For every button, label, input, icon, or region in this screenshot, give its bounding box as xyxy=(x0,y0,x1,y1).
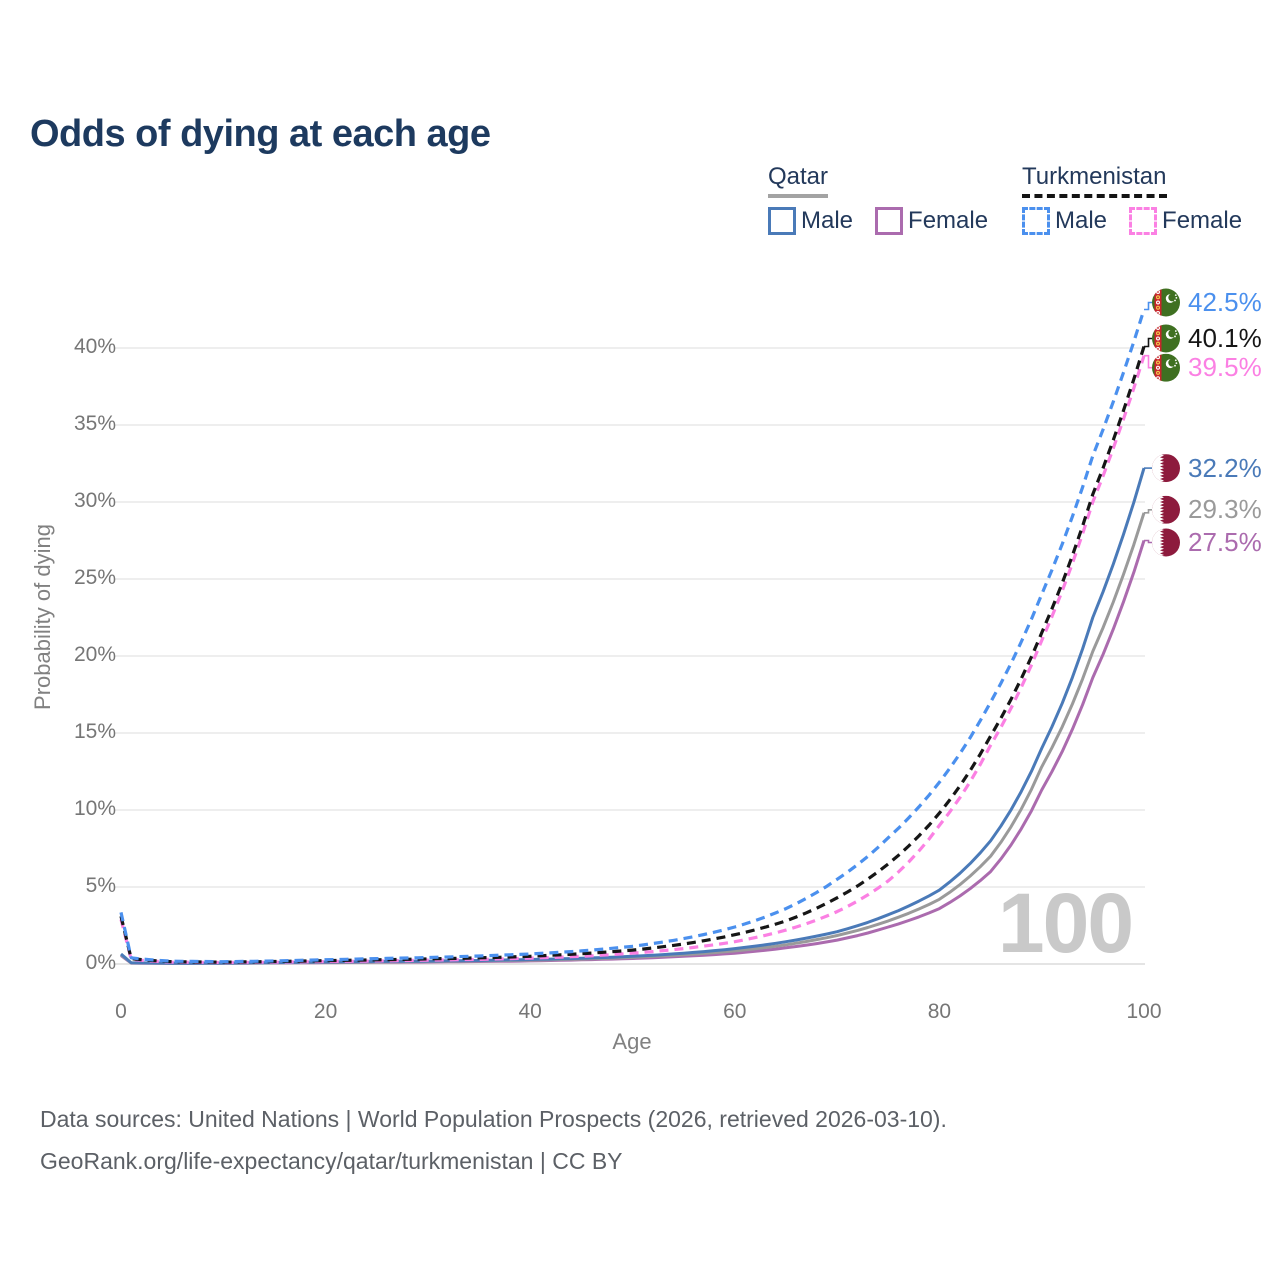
end-label-value: 39.5% xyxy=(1188,352,1262,383)
qatar-flag-icon xyxy=(1152,529,1180,557)
turkmenistan-male-swatch-icon xyxy=(1022,207,1050,235)
legend-item-qatar-male[interactable]: Male xyxy=(768,207,853,235)
y-tick-label: 30% xyxy=(73,489,116,512)
y-tick-label: 35% xyxy=(73,412,116,435)
series-line-turkmenistan-male[interactable] xyxy=(119,309,1146,964)
y-tick-label: 10% xyxy=(73,797,116,820)
legend-group-qatar: Qatar Male Female xyxy=(768,163,1010,235)
data-sources-text: Data sources: United Nations | World Pop… xyxy=(40,1106,947,1132)
end-label-connector xyxy=(1144,337,1152,348)
x-tick-label: 100 xyxy=(1126,1000,1162,1023)
legend-group-turkmenistan: Turkmenistan Male Female xyxy=(1022,163,1264,235)
legend-group-turkmenistan-title: Turkmenistan xyxy=(1022,163,1167,198)
end-label-connector xyxy=(1144,301,1152,311)
y-tick-label: 5% xyxy=(85,874,116,897)
qatar-female-swatch-icon xyxy=(875,207,904,235)
qatar-flag-icon xyxy=(1152,496,1180,524)
end-label-connector xyxy=(1144,539,1152,544)
turkmenistan-flag-icon xyxy=(1152,324,1180,352)
gridlines xyxy=(114,347,1145,965)
series-line-turkmenistan-both-sexes[interactable] xyxy=(119,346,1146,964)
end-label-qatar-male: 32.2% xyxy=(1182,451,1262,485)
legend-item-qatar-female[interactable]: Female xyxy=(875,207,988,235)
turkmenistan-female-swatch-icon xyxy=(1129,207,1158,235)
y-tick-label: 40% xyxy=(73,335,116,358)
legend-item-turkmenistan-female[interactable]: Female xyxy=(1129,207,1242,235)
end-label-value: 42.5% xyxy=(1188,287,1262,317)
x-tick-label: 40 xyxy=(518,1000,542,1023)
end-label-qatar-both-sexes: 29.3% xyxy=(1182,493,1262,527)
legend-item-label: Male xyxy=(801,207,854,234)
qatar-flag-icon xyxy=(1152,454,1180,482)
legend-item-label: Female xyxy=(1162,207,1243,234)
end-label-turkmenistan-female: 39.5% xyxy=(1182,351,1262,385)
end-label-turkmenistan-both-sexes: 40.1% xyxy=(1182,321,1262,355)
y-tick-label: 25% xyxy=(73,566,116,589)
end-label-connector xyxy=(1144,509,1152,514)
series-line-qatar-female[interactable] xyxy=(120,540,1146,965)
legend-group-qatar-title: Qatar xyxy=(768,163,829,198)
end-label-value: 32.2% xyxy=(1188,452,1262,483)
x-tick-label: 0 xyxy=(115,1000,127,1023)
qatar-male-swatch-icon xyxy=(768,207,796,235)
legend-item-label: Male xyxy=(1055,207,1108,234)
y-tick-label: 15% xyxy=(73,720,116,743)
turkmenistan-flag-icon xyxy=(1152,289,1180,317)
end-label-qatar-female: 27.5% xyxy=(1182,526,1262,560)
legend-item-turkmenistan-male[interactable]: Male xyxy=(1022,207,1107,235)
end-label-value: 40.1% xyxy=(1188,322,1262,353)
x-tick-label: 60 xyxy=(723,1000,747,1023)
x-tick-label: 20 xyxy=(313,1000,338,1023)
y-tick-label: 0% xyxy=(85,951,116,974)
attribution-text: GeoRank.org/life-expectancy/qatar/turkme… xyxy=(40,1148,623,1174)
y-axis-title: Probability of dying xyxy=(30,524,55,710)
y-tick-label: 20% xyxy=(73,643,116,666)
page-title: Odds of dying at each age xyxy=(30,113,491,156)
end-label-value: 27.5% xyxy=(1188,527,1262,557)
legend-item-label: Female xyxy=(908,207,989,234)
series-line-qatar-male[interactable] xyxy=(120,467,1146,965)
turkmenistan-flag-icon xyxy=(1152,354,1180,382)
end-label-turkmenistan-male: 42.5% xyxy=(1182,286,1262,320)
age-watermark: 100 xyxy=(997,876,1134,970)
x-tick-label: 80 xyxy=(927,1000,952,1023)
end-label-value: 29.3% xyxy=(1188,494,1262,525)
end-label-connector xyxy=(1144,354,1152,369)
x-axis-title: Age xyxy=(612,1029,652,1054)
